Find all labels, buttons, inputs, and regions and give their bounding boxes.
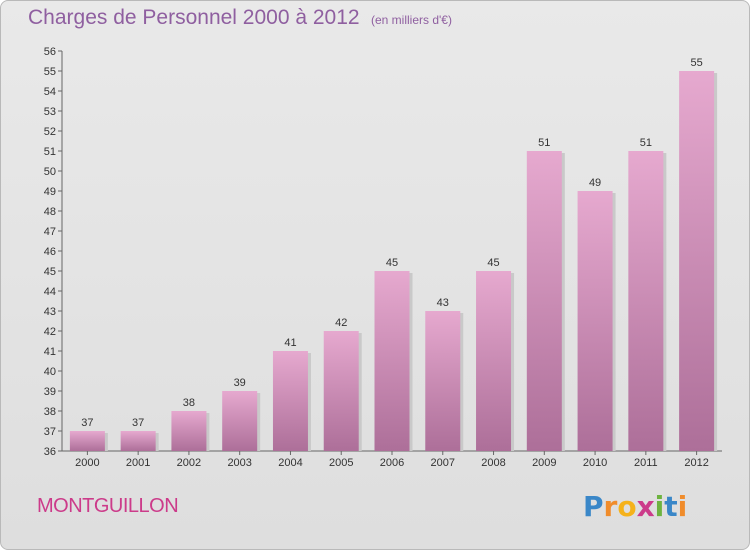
y-tick-label: 37 xyxy=(44,426,56,438)
x-tick-label: 2010 xyxy=(583,457,607,469)
bar-2009 xyxy=(526,151,562,451)
data-label: 41 xyxy=(284,337,296,349)
chart-title: Charges de Personnel 2000 à 2012 xyxy=(28,6,360,29)
y-tick-label: 49 xyxy=(44,186,56,198)
bar-2011 xyxy=(628,151,664,451)
x-tick-label: 2000 xyxy=(75,457,99,469)
data-label: 37 xyxy=(81,417,93,429)
data-label: 39 xyxy=(234,377,246,389)
bar-2000 xyxy=(69,431,105,451)
y-tick-label: 44 xyxy=(44,286,56,298)
y-tick-label: 46 xyxy=(44,246,56,258)
y-tick-label: 54 xyxy=(44,86,56,98)
data-label: 43 xyxy=(437,297,449,309)
y-tick-label: 40 xyxy=(44,366,56,378)
y-tick-label: 45 xyxy=(44,266,56,278)
y-tick-label: 47 xyxy=(44,226,56,238)
y-tick-label: 43 xyxy=(44,306,56,318)
y-tick-label: 51 xyxy=(44,146,56,158)
y-tick-label: 38 xyxy=(44,406,56,418)
bar-2004 xyxy=(272,351,308,451)
town-name: MONTGUILLON xyxy=(37,495,179,517)
data-label: 45 xyxy=(487,257,499,269)
x-tick-label: 2011 xyxy=(634,457,658,469)
y-tick-label: 36 xyxy=(44,446,56,458)
bar-2008 xyxy=(476,271,512,451)
x-tick-label: 2001 xyxy=(126,457,150,469)
bar-2007 xyxy=(425,311,461,451)
y-tick-label: 56 xyxy=(44,46,56,58)
bar-2001 xyxy=(120,431,156,451)
bar-2005 xyxy=(323,331,359,451)
data-label: 55 xyxy=(690,57,702,69)
y-tick-label: 55 xyxy=(44,66,56,78)
x-tick-label: 2003 xyxy=(227,457,251,469)
bar-2010 xyxy=(577,191,613,451)
y-tick-label: 52 xyxy=(44,126,56,138)
x-tick-label: 2006 xyxy=(380,457,404,469)
y-tick-label: 53 xyxy=(44,106,56,118)
x-tick-label: 2005 xyxy=(329,457,353,469)
y-tick-label: 39 xyxy=(44,386,56,398)
x-tick-label: 2002 xyxy=(177,457,201,469)
data-label: 38 xyxy=(183,397,195,409)
proxiti-logo: Proxiti xyxy=(583,490,687,523)
data-label: 51 xyxy=(640,137,652,149)
y-tick-label: 42 xyxy=(44,326,56,338)
data-label: 45 xyxy=(386,257,398,269)
chart-subtitle: (en milliers d'€) xyxy=(371,13,452,27)
bar-2002 xyxy=(171,411,207,451)
x-tick-label: 2008 xyxy=(481,457,505,469)
bar-2003 xyxy=(222,391,258,451)
data-label: 37 xyxy=(132,417,144,429)
data-label: 51 xyxy=(538,137,550,149)
y-tick-label: 41 xyxy=(44,346,56,358)
x-tick-label: 2012 xyxy=(684,457,708,469)
x-tick-label: 2009 xyxy=(532,457,556,469)
x-tick-label: 2004 xyxy=(278,457,302,469)
data-label: 42 xyxy=(335,317,347,329)
y-tick-label: 50 xyxy=(44,166,56,178)
x-tick-label: 2007 xyxy=(431,457,455,469)
bar-2012 xyxy=(679,71,715,451)
bar-2006 xyxy=(374,271,410,451)
y-tick-label: 48 xyxy=(44,206,56,218)
data-label: 49 xyxy=(589,177,601,189)
svg-text:Proxiti: Proxiti xyxy=(583,490,687,523)
